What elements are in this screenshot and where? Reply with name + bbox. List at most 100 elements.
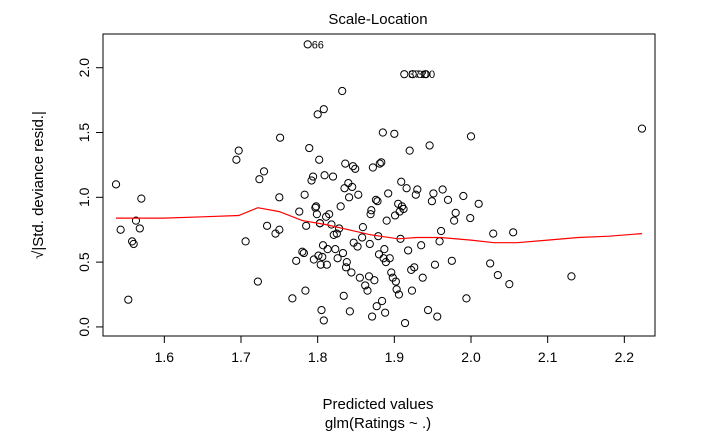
x-tick-label: 1.9 — [385, 349, 405, 365]
point-annotation: 66 — [312, 39, 324, 51]
data-points — [111, 40, 647, 328]
data-point — [405, 146, 414, 155]
data-point — [135, 224, 144, 233]
data-point — [377, 158, 386, 167]
data-point — [397, 177, 406, 186]
data-point — [336, 202, 345, 211]
data-point — [390, 129, 399, 138]
data-point — [366, 210, 375, 219]
data-point — [372, 302, 381, 311]
data-point — [370, 276, 379, 285]
data-point — [430, 260, 440, 269]
data-point — [505, 280, 514, 289]
data-point — [298, 247, 307, 256]
data-point — [309, 255, 318, 264]
data-point — [314, 251, 323, 260]
data-point — [275, 225, 284, 234]
y-tick-label: 0.0 — [76, 317, 92, 337]
data-point — [345, 193, 354, 202]
data-point — [443, 195, 453, 205]
data-point — [377, 296, 387, 306]
data-point — [462, 294, 471, 303]
data-point — [423, 305, 433, 315]
data-point — [402, 184, 411, 193]
data-point — [322, 260, 331, 269]
data-point — [312, 210, 321, 219]
data-point — [302, 221, 311, 230]
data-point — [378, 128, 387, 137]
data-point — [353, 242, 362, 251]
data-point — [137, 194, 146, 203]
data-point — [124, 295, 133, 304]
data-point — [450, 216, 459, 225]
data-point — [331, 245, 340, 254]
data-point — [373, 197, 382, 206]
data-point — [358, 233, 367, 242]
data-point — [380, 245, 389, 254]
data-point — [400, 318, 410, 328]
x-tick-label: 1.6 — [155, 349, 175, 365]
data-point — [413, 185, 422, 194]
data-point — [332, 229, 341, 238]
data-point — [253, 277, 262, 286]
data-point — [384, 189, 393, 198]
data-point — [315, 155, 324, 164]
data-point — [411, 190, 420, 199]
data-point — [418, 273, 427, 282]
data-point — [131, 216, 141, 225]
data-point — [437, 226, 446, 236]
data-point — [241, 237, 250, 246]
data-point — [341, 159, 350, 168]
data-point — [325, 210, 334, 219]
data-point — [509, 228, 518, 237]
data-point — [129, 239, 138, 249]
data-point — [637, 124, 647, 133]
x-axis-sublabel: glm(Ratings ~ .) — [325, 415, 431, 432]
data-point — [486, 259, 495, 268]
data-point — [234, 146, 243, 155]
x-axis: 1.6 1.7 1.8 1.9 2.0 2.1 2.2 — [155, 335, 635, 365]
data-point — [364, 272, 374, 281]
data-point — [323, 245, 332, 254]
data-point — [347, 268, 356, 277]
data-point — [385, 254, 394, 263]
data-point — [339, 291, 348, 300]
data-point — [111, 180, 121, 189]
data-point — [399, 204, 408, 214]
data-point — [312, 202, 321, 211]
data-point — [299, 248, 308, 258]
data-point — [319, 105, 328, 114]
data-point — [292, 256, 301, 265]
x-tick-label: 1.8 — [308, 349, 328, 365]
data-point — [275, 193, 284, 202]
y-tick-label: 1.0 — [76, 187, 92, 207]
data-point — [320, 171, 329, 180]
data-point — [391, 277, 400, 286]
data-point — [459, 191, 468, 201]
data-point — [262, 221, 272, 230]
y-tick-label: 0.5 — [76, 252, 92, 272]
data-point — [259, 167, 269, 176]
data-point — [408, 70, 417, 79]
data-point — [116, 225, 125, 234]
data-point — [391, 211, 400, 220]
data-point — [316, 260, 325, 269]
data-point — [333, 254, 342, 263]
x-tick-label: 2.2 — [615, 349, 635, 365]
data-point — [451, 208, 460, 217]
data-point — [365, 239, 374, 249]
data-point — [308, 172, 318, 181]
data-point — [363, 286, 372, 295]
x-tick-label: 1.7 — [231, 349, 251, 365]
plot-frame — [102, 33, 656, 337]
data-point — [407, 286, 417, 295]
data-point — [493, 270, 502, 280]
data-point — [466, 213, 475, 223]
data-point — [425, 141, 434, 150]
data-point — [358, 223, 367, 232]
data-point — [348, 182, 357, 192]
data-point — [313, 110, 322, 119]
x-tick-label: 2.1 — [538, 349, 558, 365]
data-point — [392, 285, 401, 294]
